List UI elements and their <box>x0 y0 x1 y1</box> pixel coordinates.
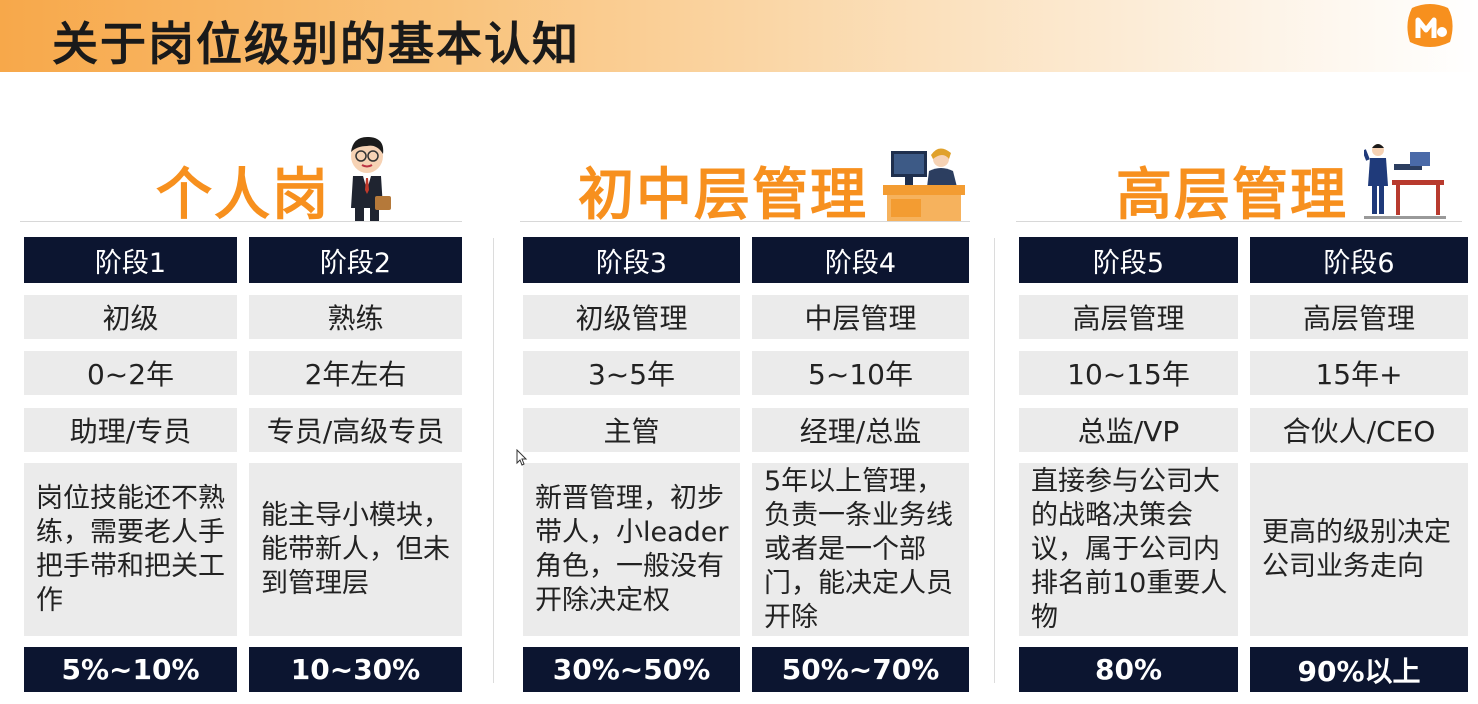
stage-label: 阶段6 <box>1250 237 1468 283</box>
years-cell: 10~15年 <box>1019 351 1238 395</box>
level-cell: 初级 <box>24 295 237 339</box>
role-cell: 专员/高级专员 <box>249 408 462 452</box>
description-cell: 更高的级别决定公司业务走向 <box>1250 463 1468 636</box>
years-cell: 3~5年 <box>523 351 740 395</box>
cursor-icon <box>516 449 528 466</box>
role-cell: 助理/专员 <box>24 408 237 452</box>
group-divider <box>493 238 494 683</box>
manager-presenting-icon <box>1364 144 1446 219</box>
group-rule-individual <box>20 221 462 222</box>
stage-label: 阶段4 <box>752 237 969 283</box>
group-divider <box>994 238 995 683</box>
level-cell: 熟练 <box>249 295 462 339</box>
header-band <box>0 0 1478 72</box>
description-cell: 新晋管理，初步带人，小leader角色，一般没有开除决定权 <box>523 463 740 636</box>
level-cell: 初级管理 <box>523 295 740 339</box>
group-rule-senior-management <box>1016 221 1462 222</box>
group-title-individual: 个人岗 <box>156 163 330 228</box>
years-cell: 0~2年 <box>24 351 237 395</box>
percent-cell: 30%~50% <box>523 647 740 692</box>
percent-cell: 10~30% <box>249 647 462 692</box>
stage-label: 阶段1 <box>24 237 237 283</box>
group-title-junior-mid-management: 初中层管理 <box>578 163 868 228</box>
logo-m-icon <box>1407 4 1453 47</box>
group-title-senior-management: 高层管理 <box>1116 163 1348 228</box>
percent-cell: 90%以上 <box>1250 647 1468 692</box>
percent-cell: 80% <box>1019 647 1238 692</box>
percent-cell: 50%~70% <box>752 647 969 692</box>
role-cell: 总监/VP <box>1019 408 1238 452</box>
description-cell: 岗位技能还不熟练，需要老人手把手带和把关工作 <box>24 463 237 636</box>
role-cell: 合伙人/CEO <box>1250 408 1468 452</box>
level-cell: 中层管理 <box>752 295 969 339</box>
stage-label: 阶段3 <box>523 237 740 283</box>
description-cell: 5年以上管理，负责一条业务线或者是一个部门，能决定人员开除 <box>752 463 969 636</box>
years-cell: 15年+ <box>1250 351 1468 395</box>
percent-cell: 5%~10% <box>24 647 237 692</box>
page-title: 关于岗位级别的基本认知 <box>52 17 580 71</box>
role-cell: 经理/总监 <box>752 408 969 452</box>
businessman-icon <box>351 136 391 222</box>
years-cell: 2年左右 <box>249 351 462 395</box>
description-cell: 直接参与公司大的战略决策会议，属于公司内排名前10重要人物 <box>1019 463 1238 636</box>
years-cell: 5~10年 <box>752 351 969 395</box>
description-cell: 能主导小模块，能带新人，但未到管理层 <box>249 463 462 636</box>
level-cell: 高层管理 <box>1250 295 1468 339</box>
level-cell: 高层管理 <box>1019 295 1238 339</box>
stage-label: 阶段2 <box>249 237 462 283</box>
role-cell: 主管 <box>523 408 740 452</box>
stage-label: 阶段5 <box>1019 237 1238 283</box>
group-rule-junior-mid-management <box>520 221 970 222</box>
desk-worker-icon <box>883 148 965 221</box>
